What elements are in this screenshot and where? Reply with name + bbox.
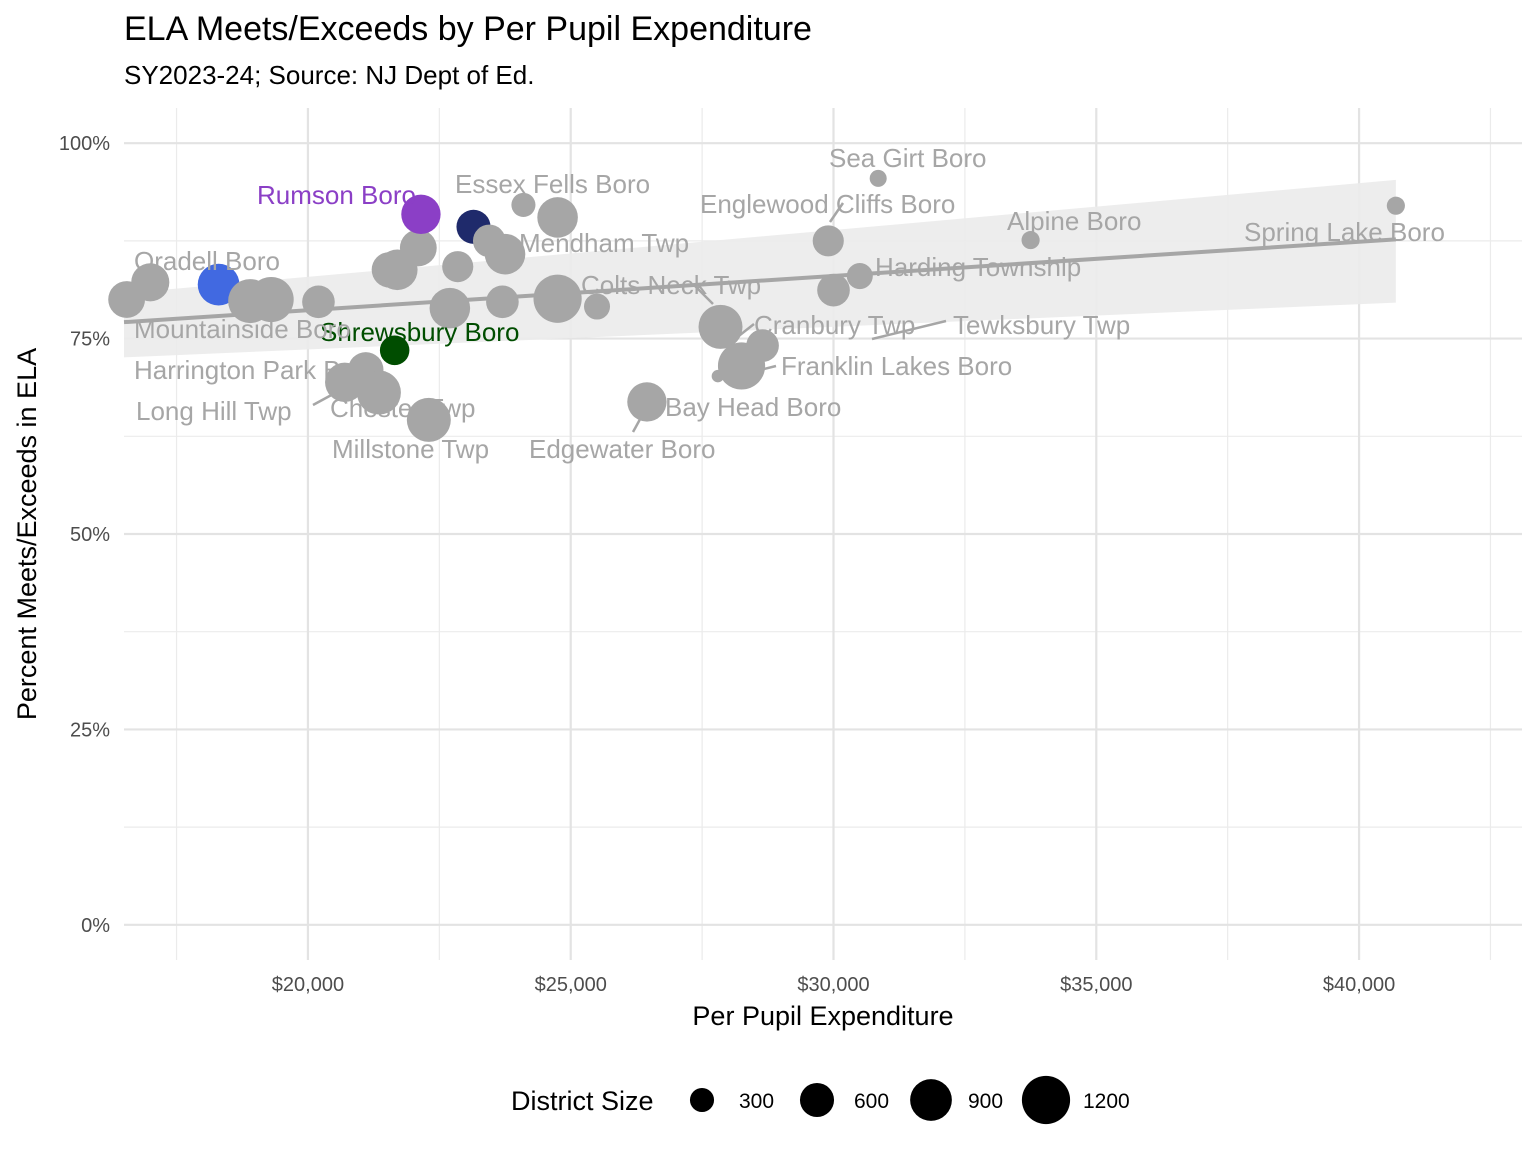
data-point bbox=[869, 169, 887, 187]
data-point bbox=[511, 192, 536, 217]
legend-title: District Size bbox=[511, 1086, 654, 1116]
point-label: Alpine Boro bbox=[1007, 206, 1141, 236]
data-point bbox=[429, 287, 471, 329]
y-tick-label: 50% bbox=[70, 524, 110, 546]
point-label: Sea Girt Boro bbox=[829, 143, 987, 173]
legend-size-key bbox=[689, 1087, 715, 1113]
x-tick-label: $30,000 bbox=[797, 974, 869, 996]
chart-title: ELA Meets/Exceeds by Per Pupil Expenditu… bbox=[124, 10, 812, 48]
point-label: Franklin Lakes Boro bbox=[781, 351, 1012, 381]
chart-subtitle: SY2023-24; Source: NJ Dept of Ed. bbox=[124, 60, 534, 90]
data-point bbox=[537, 197, 578, 238]
point-label: Edgewater Boro bbox=[529, 434, 715, 464]
legend-size-label: 300 bbox=[739, 1090, 774, 1113]
data-point bbox=[698, 304, 743, 349]
data-point bbox=[627, 382, 667, 422]
legend-size-label: 1200 bbox=[1083, 1090, 1130, 1113]
point-label: Harrington Park Boro bbox=[134, 355, 378, 385]
legend-size-key bbox=[910, 1079, 952, 1121]
data-point bbox=[1021, 231, 1040, 250]
y-tick-label: 100% bbox=[59, 133, 110, 155]
data-point bbox=[406, 397, 451, 442]
x-axis-title: Per Pupil Expenditure bbox=[692, 1001, 953, 1031]
data-point bbox=[356, 370, 401, 415]
legend-size-key bbox=[1021, 1075, 1071, 1125]
data-point bbox=[817, 273, 850, 307]
data-point bbox=[746, 329, 779, 362]
label-leader-line bbox=[725, 323, 755, 347]
label-leader-line bbox=[692, 283, 714, 305]
data-point bbox=[131, 263, 170, 302]
point-label: Colts Neck Twp bbox=[581, 270, 761, 300]
point-label: Mendham Twp bbox=[519, 228, 689, 258]
point-label: Chester Twp bbox=[330, 393, 475, 423]
point-label: Spring Lake Boro bbox=[1244, 217, 1445, 247]
y-axis-title: Percent Meets/Exceeds in ELA bbox=[12, 348, 42, 720]
data-point bbox=[484, 233, 526, 275]
x-tick-label: $40,000 bbox=[1323, 974, 1395, 996]
point-label: Rumson Boro bbox=[257, 180, 416, 210]
data-point bbox=[401, 194, 441, 234]
x-axis-ticks: $20,000 $25,000 $30,000 $35,000 $40,000 bbox=[272, 974, 1395, 996]
data-point bbox=[533, 274, 582, 323]
x-tick-label: $35,000 bbox=[1060, 974, 1132, 996]
label-leader-line bbox=[871, 319, 947, 341]
point-label: Harding Township bbox=[875, 252, 1081, 282]
data-point bbox=[1386, 196, 1405, 215]
y-tick-label: 75% bbox=[70, 329, 110, 351]
label-leaders bbox=[312, 202, 947, 433]
points-layer bbox=[108, 169, 1405, 442]
y-tick-label: 25% bbox=[70, 719, 110, 741]
point-label: Englewood Cliffs Boro bbox=[700, 189, 955, 219]
data-point bbox=[583, 293, 611, 320]
point-label: Cranbury Twp bbox=[754, 310, 915, 340]
label-leader-line bbox=[312, 384, 349, 407]
y-tick-label: 0% bbox=[81, 915, 110, 937]
data-point bbox=[442, 251, 474, 283]
data-point bbox=[812, 225, 844, 257]
x-tick-label: $25,000 bbox=[535, 974, 607, 996]
point-label: Bay Head Boro bbox=[665, 392, 841, 422]
data-point bbox=[486, 285, 519, 319]
data-point bbox=[379, 335, 410, 366]
trend-line bbox=[123, 237, 1396, 325]
data-point bbox=[399, 229, 437, 267]
x-tick-label: $20,000 bbox=[272, 974, 344, 996]
point-label: Tewksbury Twp bbox=[953, 310, 1130, 340]
legend-size-label: 600 bbox=[854, 1090, 889, 1113]
label-leader-line bbox=[759, 364, 777, 372]
legend-size-label: 900 bbox=[968, 1090, 1003, 1113]
point-label: Mountainside Boro bbox=[134, 314, 351, 344]
size-legend: District Size 300 600 900 1200 bbox=[511, 1075, 1130, 1125]
point-label: Long Hill Twp bbox=[136, 396, 292, 426]
label-leader-line bbox=[631, 411, 646, 433]
legend-size-key bbox=[799, 1082, 835, 1118]
point-label: Oradell Boro bbox=[134, 246, 280, 276]
point-label: Essex Fells Boro bbox=[455, 169, 650, 199]
trend-line-layer bbox=[123, 237, 1396, 325]
y-axis-ticks: 0% 25% 50% 75% 100% bbox=[59, 133, 110, 937]
point-label: Millstone Twp bbox=[332, 434, 489, 464]
point-labels: Rumson Boro Oradell Boro Shrewsbury Boro Es… bbox=[134, 143, 1445, 464]
point-label: Shrewsbury Boro bbox=[320, 317, 519, 347]
label-leader-line bbox=[828, 202, 845, 223]
